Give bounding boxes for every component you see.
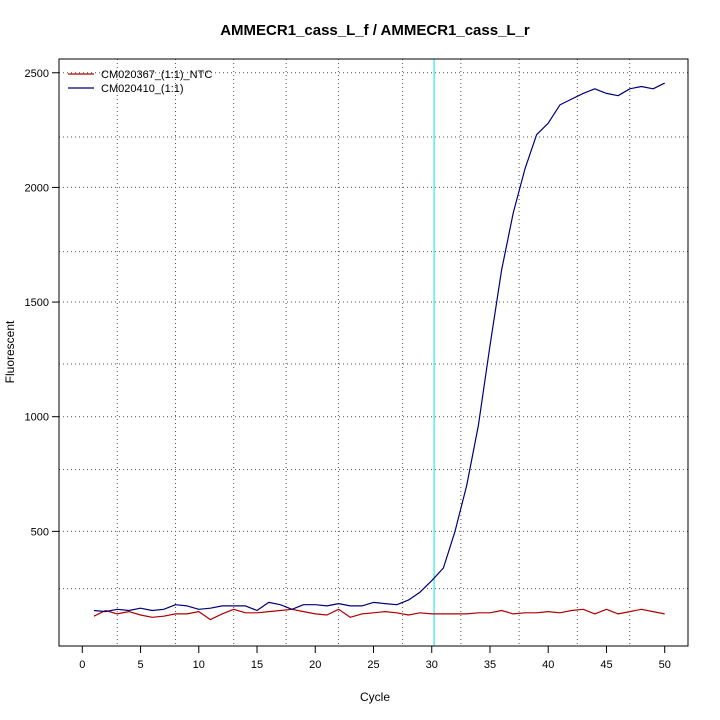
chart-title: AMMECR1_cass_L_f / AMMECR1_cass_L_r <box>220 22 530 39</box>
y-tick-label-1: 1000 <box>25 412 49 424</box>
x-tick-label-2: 10 <box>193 659 205 671</box>
grid-lines <box>59 59 688 646</box>
legend-label-0: CM020367_(1:1)_NTC <box>101 69 212 81</box>
x-tick-label-0: 0 <box>79 659 85 671</box>
series-line-0 <box>93 608 665 621</box>
y-axis-label: Fluorescent <box>3 320 17 383</box>
series-line-1 <box>93 82 665 613</box>
x-tick-label-7: 35 <box>484 659 496 671</box>
series-lines <box>93 82 665 621</box>
y-tick-label-4: 2500 <box>25 68 49 80</box>
y-tick-label-3: 2000 <box>25 182 49 194</box>
x-tick-label-10: 50 <box>659 659 671 671</box>
legend-label-1: CM020410_(1:1) <box>101 83 184 95</box>
x-tick-label-9: 45 <box>600 659 612 671</box>
y-tick-label-0: 500 <box>31 526 49 538</box>
x-axis-label: Cycle <box>360 690 390 704</box>
plot-frame <box>58 58 689 647</box>
legend: CM020367_(1:1)_NTC CM020410_(1:1) <box>68 69 212 95</box>
x-tick-label-8: 40 <box>542 659 554 671</box>
x-tick-label-4: 20 <box>309 659 321 671</box>
x-tick-label-3: 15 <box>251 659 263 671</box>
x-tick-label-5: 25 <box>367 659 379 671</box>
x-tick-label-1: 5 <box>137 659 143 671</box>
y-tick-label-2: 1500 <box>25 297 49 309</box>
axes: 0 5 10 15 20 25 30 35 40 45 50 500 1000 1500 2000 2500 <box>25 58 689 671</box>
x-tick-label-6: 30 <box>426 659 438 671</box>
